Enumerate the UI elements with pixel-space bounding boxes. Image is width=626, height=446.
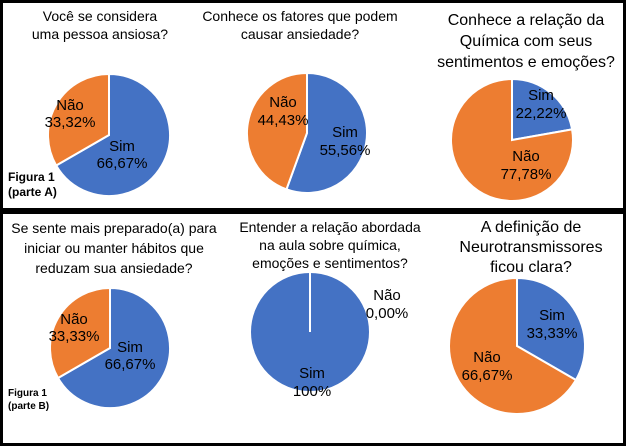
figure-label-part-b: Figura 1 (parte B) [8, 388, 49, 413]
chart-title-line: emoções e sentimentos? [252, 255, 408, 271]
slice-value-label: 33,33% [49, 328, 100, 345]
figure-label-line1: Figura 1 [8, 388, 47, 399]
chart-title-line: ficou clara? [490, 259, 572, 276]
chart-title-line: Entender a relação abordada [239, 219, 421, 235]
slice-value-label: 77,78% [501, 166, 552, 183]
slice-value-label: 44,43% [258, 112, 309, 129]
chart-title-line: Química com seus [460, 33, 592, 50]
figure-label-line1: Figura 1 [8, 170, 55, 184]
chart-title-line: na aula sobre química, [259, 237, 401, 253]
chart-title-line: A definição de [481, 219, 582, 236]
pie-slice-no [246, 71, 308, 191]
slice-category-label: Sim [528, 87, 554, 104]
pie-slice-sim [56, 286, 171, 409]
chart-title-line: uma pessoa ansiosa? [32, 26, 168, 42]
chart-title-line: Neurotransmissores [459, 239, 602, 256]
pie-chart-2: Conhece os fatores que podem causar ansie… [202, 8, 398, 194]
pie-chart-3: Conhece a relação da Química com seus sent… [437, 12, 615, 202]
pie-slice-no [47, 72, 110, 167]
slice-category-label: Não [56, 97, 84, 114]
chart-title-line: Se sente mais preparado(a) para [11, 220, 217, 236]
pie-chart-5: Entender a relação abordada na aula sobre… [239, 219, 421, 400]
pie-slice-sim [511, 77, 574, 142]
pie-slice-sim [285, 71, 368, 194]
chart-title-line: Conhece a relação da [448, 12, 605, 29]
pie-chart-6: A definição de Neurotransmissores ficou cl… [448, 219, 603, 415]
slice-value-label: 66,67% [97, 155, 148, 172]
slice-value-label: 100% [293, 383, 331, 400]
chart-title-line: Conhece os fatores que podem [202, 8, 397, 24]
slice-value-label: 22,22% [516, 105, 567, 122]
slice-value-label: 66,67% [105, 356, 156, 373]
slice-category-label: Sim [539, 307, 565, 324]
pie-slice-sim [54, 72, 171, 197]
slice-value-label: 66,67% [462, 367, 513, 384]
chart-title-line: sentimentos e emoções? [437, 54, 615, 71]
slice-category-label: Sim [109, 138, 135, 155]
chart-title-line: Você se considera [43, 8, 158, 24]
pie-slice-no [49, 286, 111, 380]
slice-category-label: Sim [332, 124, 358, 141]
slice-category-label: Não [473, 349, 501, 366]
figure-label-line2: (parte A) [8, 185, 57, 199]
slice-value-label: 0,00% [366, 305, 409, 322]
slice-category-label: Não [373, 287, 401, 304]
pie-slice-no [448, 276, 578, 415]
figure-label-part-a: Figura 1 (parte A) [8, 170, 57, 200]
slice-category-label: Sim [299, 365, 325, 382]
slice-category-label: Não [269, 94, 297, 111]
slice-category-label: Não [60, 311, 88, 328]
pie-chart-1: Você se considera uma pessoa ansiosa? Sim6… [32, 8, 171, 197]
pie-slice-sim [516, 276, 586, 382]
pie-slice-no [450, 77, 574, 202]
chart-title-line: iniciar ou manter hábitos que [24, 240, 204, 256]
chart-title-line: reduzam sua ansiedade? [35, 260, 192, 276]
slice-value-label: 33,32% [45, 114, 96, 131]
slice-category-label: Sim [117, 339, 143, 356]
pie-chart-4: Se sente mais preparado(a) para iniciar o… [11, 220, 217, 409]
slice-value-label: 55,56% [320, 142, 371, 159]
figure-label-line2: (parte B) [8, 400, 50, 412]
slice-value-label: 33,33% [527, 325, 578, 342]
slice-category-label: Não [512, 148, 540, 165]
chart-title-line: causar ansiedade? [241, 26, 360, 42]
